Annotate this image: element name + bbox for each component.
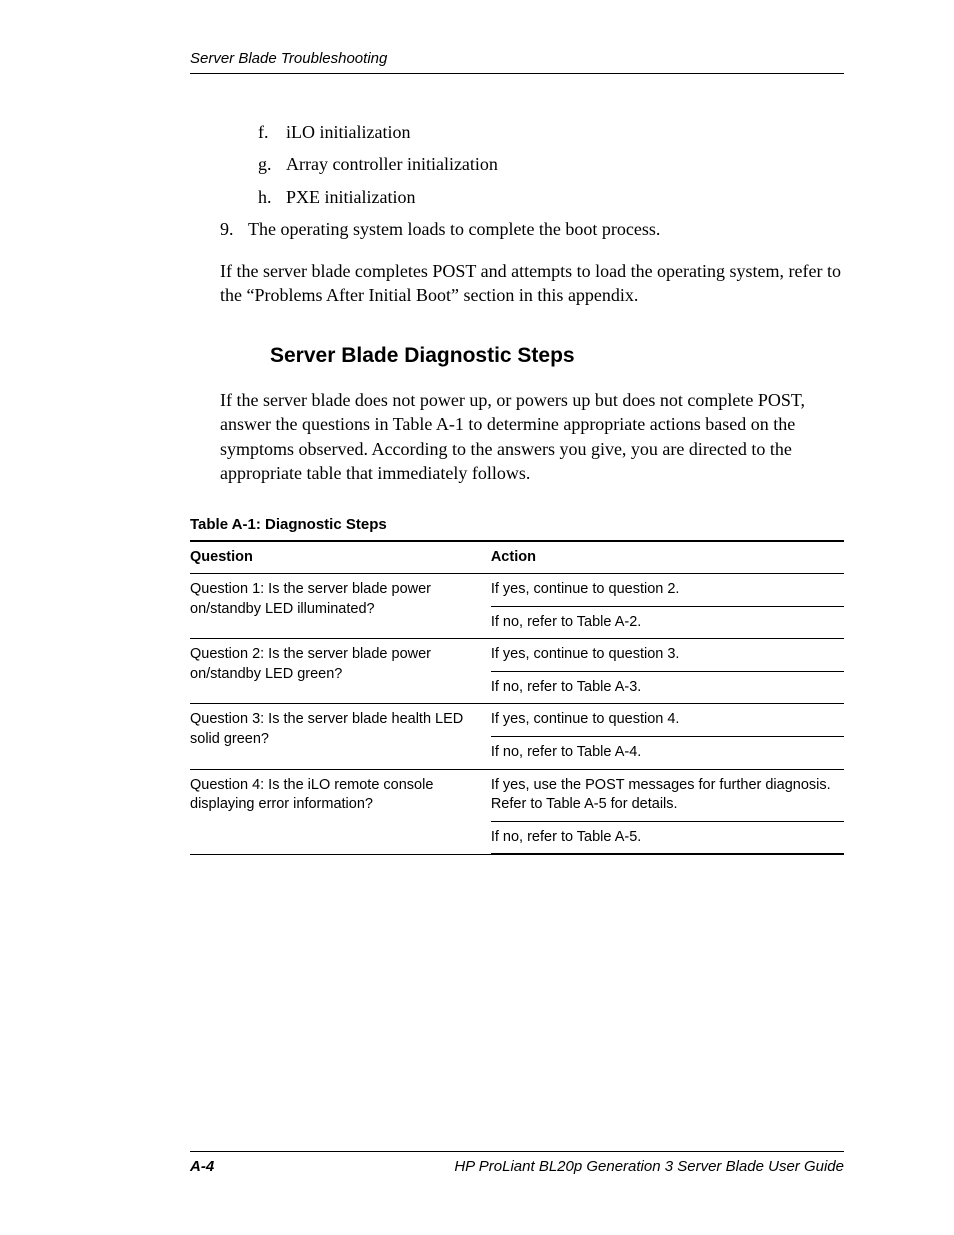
cell-question: Question 4: Is the iLO remote console di… — [190, 769, 491, 854]
section-intro: If the server blade does not power up, o… — [220, 388, 844, 485]
list-letter: h. — [258, 185, 286, 209]
document-page: Server Blade Troubleshooting f. iLO init… — [0, 0, 954, 1235]
list-text: iLO initialization — [286, 120, 844, 144]
list-text: Array controller initialization — [286, 152, 844, 176]
cell-action: If yes, continue to question 3. — [491, 639, 844, 672]
list-item: f. iLO initialization — [190, 120, 844, 144]
list-number: 9. — [220, 217, 248, 241]
paragraph: If the server blade completes POST and a… — [220, 259, 844, 308]
cell-question: Question 2: Is the server blade power on… — [190, 639, 491, 704]
list-letter: f. — [258, 120, 286, 144]
cell-action: If yes, continue to question 2. — [491, 574, 844, 607]
table-header-row: Question Action — [190, 541, 844, 574]
list-item: g. Array controller initialization — [190, 152, 844, 176]
cell-action: If yes, continue to question 4. — [491, 704, 844, 737]
cell-action: If no, refer to Table A-2. — [491, 606, 844, 639]
table-row: Question 1: Is the server blade power on… — [190, 574, 844, 607]
body-content: f. iLO initialization g. Array controlle… — [190, 120, 844, 855]
section-heading: Server Blade Diagnostic Steps — [270, 342, 844, 370]
list-letter: g. — [258, 152, 286, 176]
page-footer: A-4 HP ProLiant BL20p Generation 3 Serve… — [190, 1151, 844, 1175]
footer-doc-title: HP ProLiant BL20p Generation 3 Server Bl… — [454, 1158, 844, 1175]
column-header: Question — [190, 541, 491, 574]
cell-action: If no, refer to Table A-5. — [491, 821, 844, 854]
cell-question: Question 1: Is the server blade power on… — [190, 574, 491, 639]
cell-question: Question 3: Is the server blade health L… — [190, 704, 491, 769]
numbered-list: 9. The operating system loads to complet… — [190, 217, 844, 241]
table-caption: Table A-1: Diagnostic Steps — [190, 515, 844, 535]
lettered-sublist: f. iLO initialization g. Array controlle… — [190, 120, 844, 209]
table-row: Question 4: Is the iLO remote console di… — [190, 769, 844, 821]
page-number: A-4 — [190, 1158, 214, 1175]
list-item: h. PXE initialization — [190, 185, 844, 209]
cell-action: If no, refer to Table A-3. — [491, 671, 844, 704]
cell-action: If no, refer to Table A-4. — [491, 736, 844, 769]
list-text: PXE initialization — [286, 185, 844, 209]
column-header: Action — [491, 541, 844, 574]
cell-action: If yes, use the POST messages for furthe… — [491, 769, 844, 821]
list-item: 9. The operating system loads to complet… — [190, 217, 844, 241]
table-row: Question 2: Is the server blade power on… — [190, 639, 844, 672]
diagnostic-table: Question Action Question 1: Is the serve… — [190, 540, 844, 856]
list-text: The operating system loads to complete t… — [248, 217, 844, 241]
running-header: Server Blade Troubleshooting — [190, 50, 844, 74]
table-row: Question 3: Is the server blade health L… — [190, 704, 844, 737]
